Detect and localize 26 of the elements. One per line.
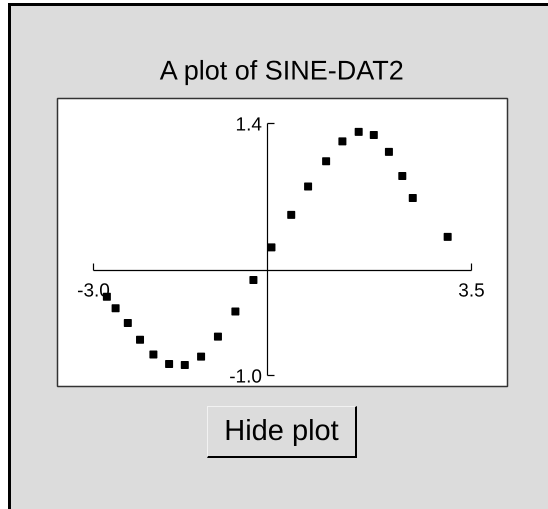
point xyxy=(398,172,406,180)
x-tick-label: 3.5 xyxy=(458,280,485,302)
point xyxy=(304,182,312,190)
point xyxy=(180,361,189,369)
point xyxy=(136,336,144,344)
y-tick-label: 1.4 xyxy=(236,114,262,136)
point xyxy=(214,332,222,341)
chart-title: A plot of SINE-DAT2 xyxy=(160,56,404,86)
point xyxy=(370,131,378,140)
y-tick-label: -1.0 xyxy=(229,366,262,388)
point xyxy=(338,137,346,146)
point xyxy=(249,276,258,284)
point xyxy=(165,360,174,368)
point xyxy=(444,232,452,241)
point xyxy=(287,210,296,219)
point xyxy=(149,350,158,358)
point xyxy=(112,304,120,312)
point xyxy=(322,157,330,166)
point xyxy=(231,307,240,316)
point xyxy=(384,148,393,156)
point xyxy=(354,128,363,136)
point xyxy=(124,319,132,327)
point xyxy=(197,352,206,361)
button: Hide plot xyxy=(207,406,357,458)
point xyxy=(408,194,417,202)
point xyxy=(267,243,276,252)
